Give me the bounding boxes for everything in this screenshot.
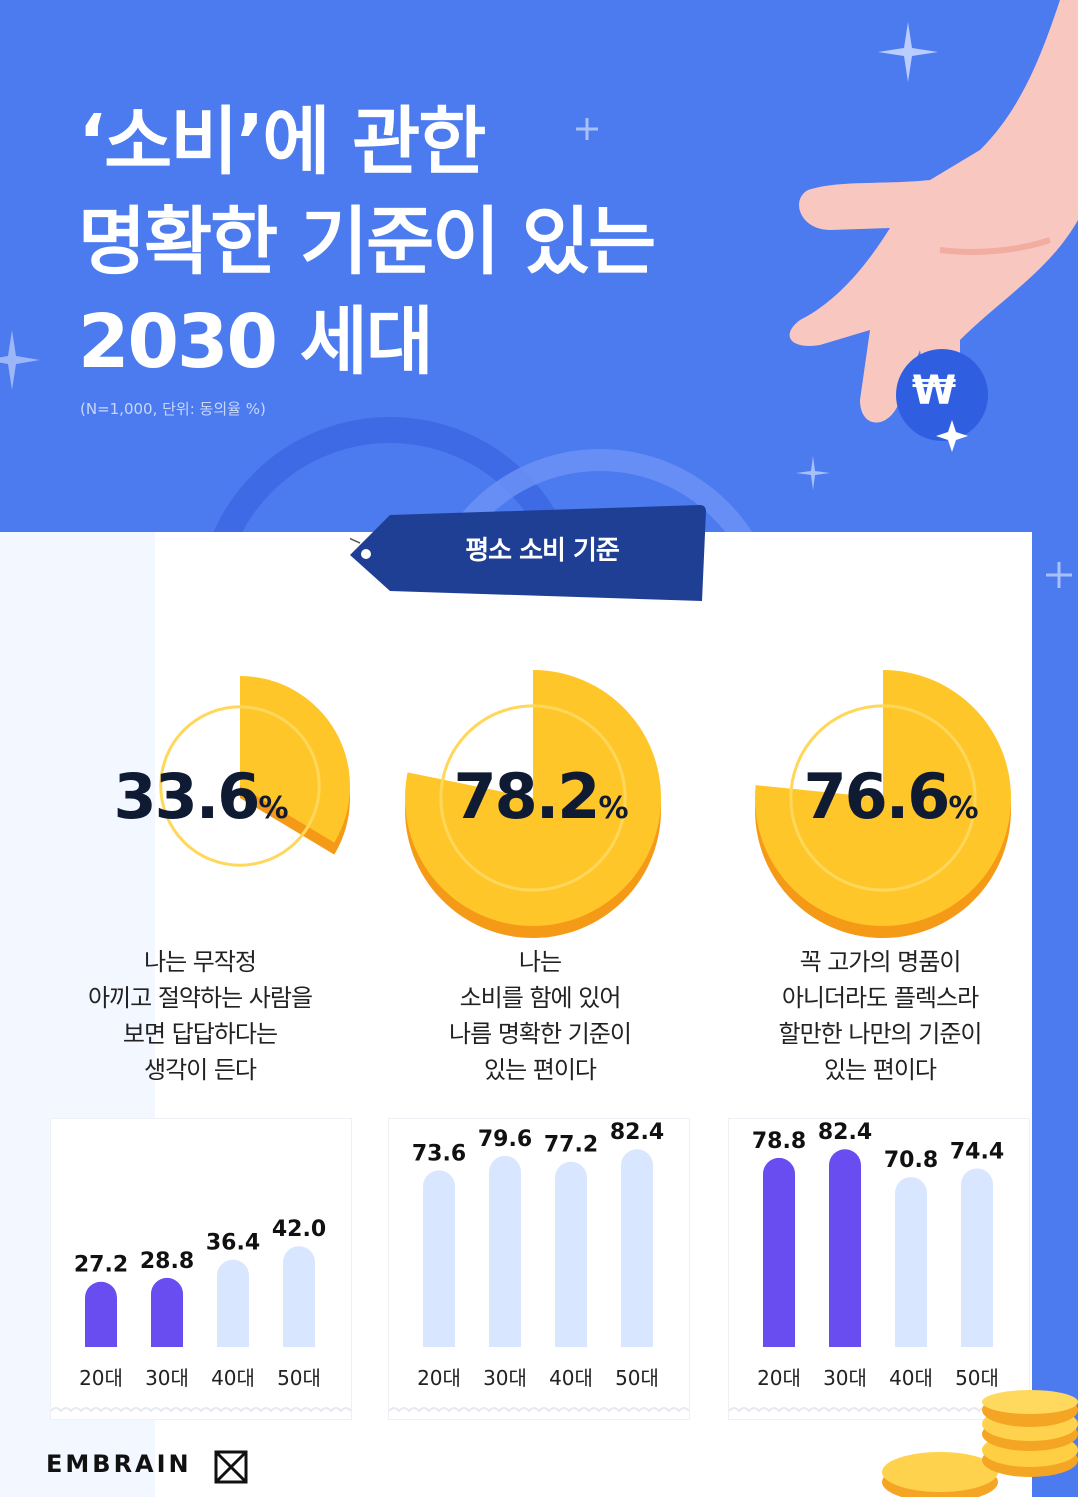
panel-wave-edge bbox=[729, 1407, 1029, 1413]
plus-icon bbox=[1046, 562, 1072, 588]
bar-chart-2: 73.6 20대 79.6 30대 77.2 40대 82.4 50대 bbox=[389, 1120, 689, 1413]
bar-panel-2: 73.6 20대 79.6 30대 77.2 40대 82.4 50대 bbox=[388, 1118, 690, 1420]
bar-value-label: 27.2 bbox=[74, 1253, 128, 1278]
pie-chart-3 bbox=[755, 670, 1011, 938]
brand-mark-icon bbox=[214, 1450, 248, 1484]
bar bbox=[895, 1177, 927, 1347]
headline-value-1: 33.6% bbox=[113, 760, 288, 833]
bar-chart-1: 27.2 20대 28.8 30대 36.4 40대 42.0 50대 bbox=[51, 1217, 351, 1413]
bar-panel-1: 27.2 20대 28.8 30대 36.4 40대 42.0 50대 bbox=[50, 1118, 352, 1420]
pie-slice bbox=[755, 670, 1011, 926]
brand-logo: EMBRAIN bbox=[46, 1450, 192, 1478]
bar bbox=[217, 1259, 249, 1347]
bar bbox=[423, 1170, 455, 1347]
coin-stack-illustration bbox=[882, 1390, 1078, 1497]
coin-inner-ring bbox=[789, 704, 977, 892]
survey-note: (N=1,000, 단위: 동의율 %) bbox=[80, 400, 266, 418]
bar bbox=[621, 1149, 653, 1347]
tag-label: 평소 소비 기준 bbox=[465, 536, 620, 566]
bar bbox=[763, 1157, 795, 1347]
sparkle-icon bbox=[0, 330, 40, 390]
category-label: 40대 bbox=[211, 1366, 255, 1390]
category-label: 20대 bbox=[757, 1366, 801, 1390]
bar bbox=[85, 1281, 117, 1347]
sparkle-icon bbox=[796, 456, 830, 490]
bar bbox=[829, 1149, 861, 1347]
panel-wave-edge bbox=[51, 1407, 351, 1413]
won-icon: ₩ bbox=[912, 368, 957, 414]
pie-slice bbox=[240, 676, 350, 843]
bar bbox=[489, 1155, 521, 1347]
category-label: 20대 bbox=[417, 1366, 461, 1390]
coin-inner-ring bbox=[439, 704, 627, 892]
bar bbox=[961, 1168, 993, 1347]
headline-value-3: 76.6% bbox=[803, 760, 978, 833]
bar-value-label: 82.4 bbox=[818, 1120, 872, 1145]
bar-value-label: 36.4 bbox=[206, 1231, 260, 1256]
category-label: 50대 bbox=[615, 1366, 659, 1390]
rings-decoration bbox=[210, 417, 758, 540]
pie-slice bbox=[405, 670, 661, 926]
bar-value-label: 42.0 bbox=[272, 1217, 326, 1242]
pie-chart-1 bbox=[159, 676, 350, 867]
category-label: 40대 bbox=[549, 1366, 593, 1390]
category-label: 40대 bbox=[889, 1366, 933, 1390]
category-label: 20대 bbox=[79, 1366, 123, 1390]
bar-value-label: 70.8 bbox=[884, 1148, 938, 1173]
bar-value-label: 82.4 bbox=[610, 1120, 664, 1145]
bar bbox=[283, 1246, 315, 1347]
tag-shape bbox=[350, 505, 706, 601]
pie-chart-2 bbox=[405, 670, 661, 938]
bar-value-label: 73.6 bbox=[412, 1141, 466, 1166]
category-label: 30대 bbox=[483, 1366, 527, 1390]
bar-value-label: 78.8 bbox=[752, 1129, 806, 1154]
bar-value-label: 79.6 bbox=[478, 1127, 532, 1152]
plus-icon bbox=[576, 118, 598, 140]
bar-panel-3: 78.8 20대 82.4 30대 70.8 40대 74.4 50대 bbox=[728, 1118, 1030, 1420]
statement-3: 꼭 고가의 명품이 아니더라도 플렉스라 할만한 나만의 기준이 있는 편이다 bbox=[778, 948, 983, 1084]
bar-value-label: 28.8 bbox=[140, 1249, 194, 1274]
page-title: ‘소비’에 관한 명확한 기준이 있는 2030 세대 bbox=[78, 99, 656, 385]
category-label: 30대 bbox=[145, 1366, 189, 1390]
sparkle-icon bbox=[878, 22, 938, 82]
bar-value-label: 77.2 bbox=[544, 1133, 598, 1158]
category-label: 50대 bbox=[277, 1366, 321, 1390]
statement-1: 나는 무작정 아끼고 절약하는 사람을 보면 답답하다는 생각이 든다 bbox=[87, 948, 313, 1084]
headline-value-2: 78.2% bbox=[453, 760, 628, 833]
bar-chart-3: 78.8 20대 82.4 30대 70.8 40대 74.4 50대 bbox=[729, 1120, 1029, 1413]
hand-illustration bbox=[789, 0, 1078, 452]
coin-inner-ring bbox=[159, 705, 321, 867]
bar bbox=[555, 1161, 587, 1347]
bar-value-label: 74.4 bbox=[950, 1139, 1004, 1164]
statement-2: 나는 소비를 함에 있어 나름 명확한 기준이 있는 편이다 bbox=[449, 948, 632, 1084]
category-label: 30대 bbox=[823, 1366, 867, 1390]
bar bbox=[151, 1277, 183, 1347]
category-label: 50대 bbox=[955, 1366, 999, 1390]
panel-wave-edge bbox=[389, 1407, 689, 1413]
